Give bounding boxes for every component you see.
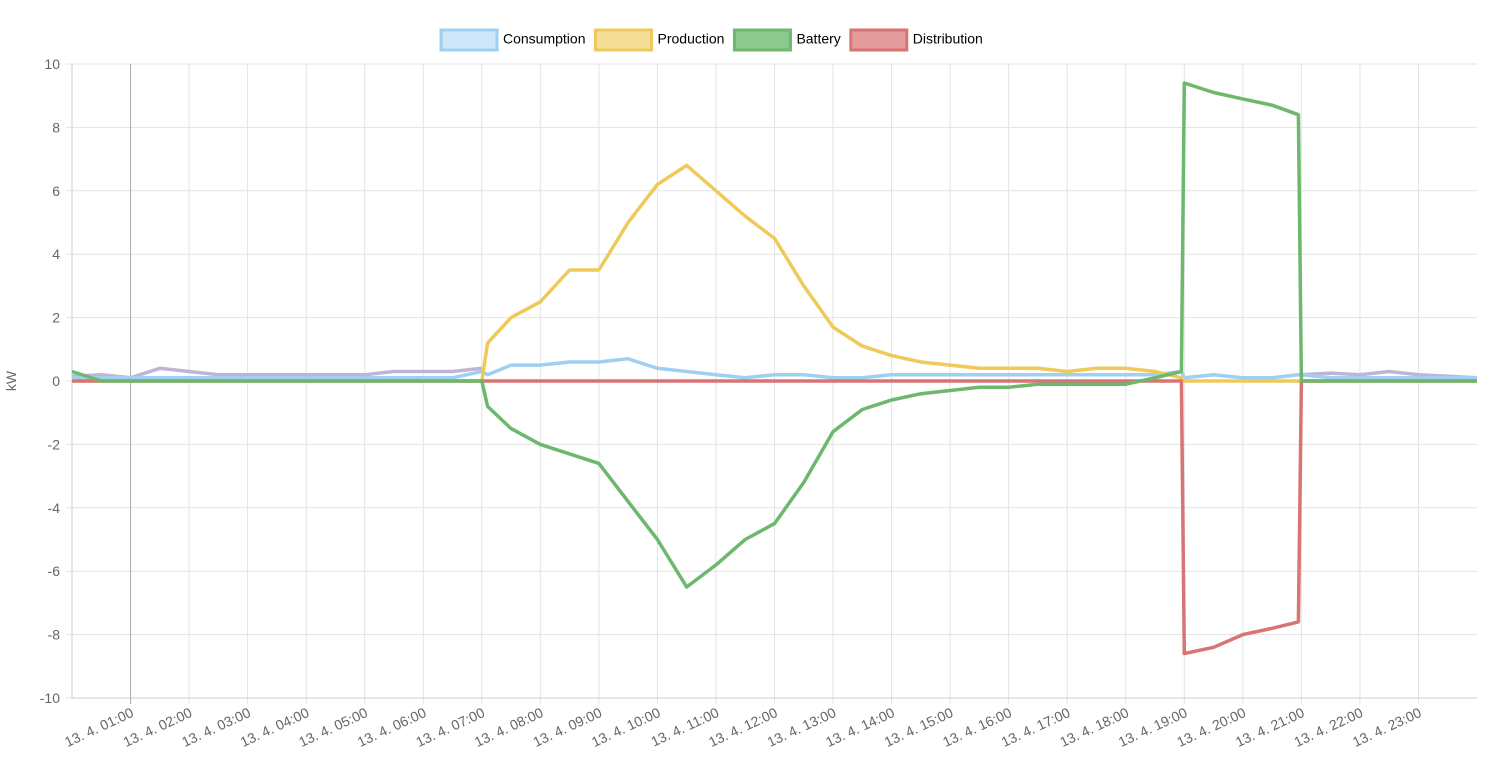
legend-item: Distribution — [849, 28, 983, 52]
y-tick-label: 4 — [52, 246, 60, 262]
legend-swatch — [849, 28, 909, 52]
y-tick-label: 8 — [52, 119, 60, 135]
y-axis-label: kW — [3, 370, 19, 391]
y-tick-label: 6 — [52, 183, 60, 199]
y-tick-label: 2 — [52, 310, 60, 326]
legend-item: Production — [594, 28, 725, 52]
legend-swatch — [732, 28, 792, 52]
y-tick-label: -2 — [48, 436, 61, 452]
y-tick-label: -8 — [48, 627, 61, 643]
legend-label: Consumption — [503, 31, 586, 47]
grid — [66, 63, 1477, 704]
legend-label: Production — [658, 31, 725, 47]
series-line — [71, 81, 1477, 589]
y-tick-label: -4 — [48, 500, 61, 516]
y-tick-label: 10 — [44, 56, 60, 72]
legend-label: Battery — [796, 31, 840, 47]
series-line — [72, 357, 1477, 380]
legend-label: Distribution — [913, 31, 983, 47]
y-tick-label: -6 — [48, 563, 61, 579]
legend-item: Battery — [732, 28, 841, 52]
legend-swatch — [439, 28, 499, 52]
legend-item: Consumption — [439, 28, 586, 52]
y-tick-label: -10 — [40, 690, 60, 706]
y-tick-label: 0 — [52, 373, 60, 389]
legend-swatch — [594, 28, 653, 52]
legend: Consumption Production Battery Distribution — [439, 28, 983, 52]
